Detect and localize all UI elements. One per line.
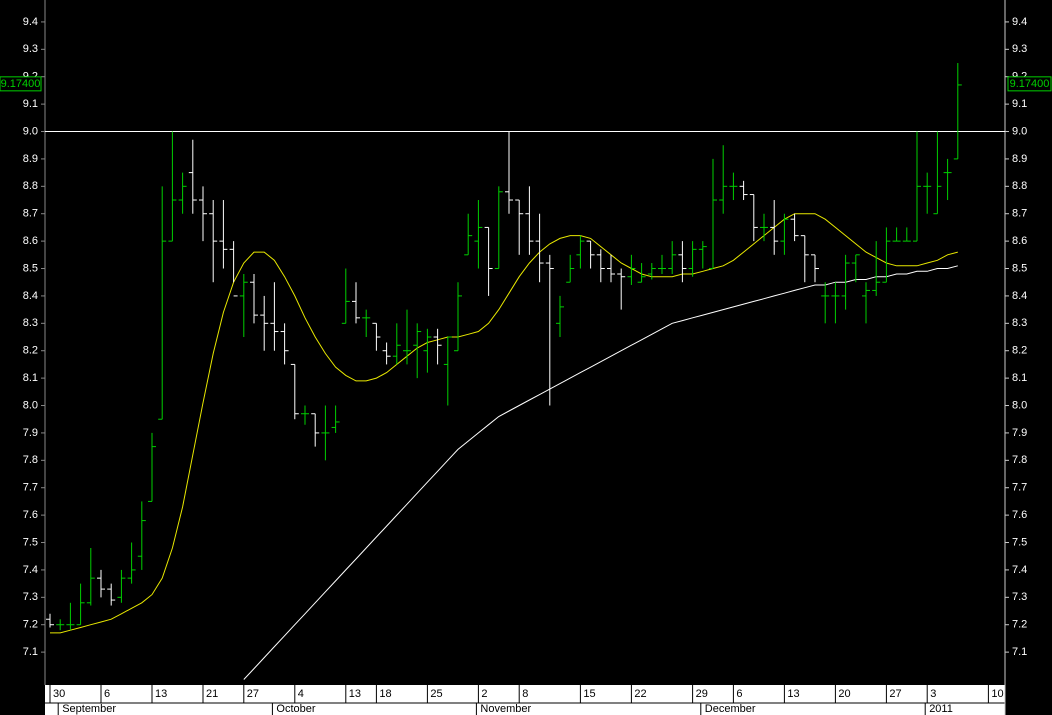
month-label: October — [276, 703, 315, 715]
y-tick-label-right: 7.7 — [1012, 482, 1027, 494]
moving-average-line — [243, 265, 958, 680]
x-tick-label: 20 — [838, 688, 850, 700]
y-tick-label-right: 8.3 — [1012, 317, 1027, 329]
x-tick-label: 22 — [634, 688, 646, 700]
y-tick-label-right: 8.5 — [1012, 262, 1027, 274]
x-tick-label: 27 — [247, 688, 259, 700]
y-tick-label: 9.3 — [23, 43, 38, 55]
month-label: 2011 — [929, 703, 953, 715]
month-label: December — [705, 703, 756, 715]
y-tick-label: 8.0 — [23, 399, 38, 411]
x-tick-label: 6 — [736, 688, 742, 700]
x-tick-label: 13 — [349, 688, 361, 700]
x-tick-label: 15 — [583, 688, 595, 700]
y-tick-label-right: 7.9 — [1012, 427, 1027, 439]
month-label: September — [62, 703, 116, 715]
y-tick-label-right: 9.4 — [1012, 16, 1027, 28]
y-tick-label-right: 9.1 — [1012, 98, 1027, 110]
month-label: November — [480, 703, 531, 715]
y-tick-label: 7.6 — [23, 509, 38, 521]
x-tick-label: 21 — [206, 688, 218, 700]
last-price-label: 9.17400 — [1, 78, 41, 90]
y-tick-label: 8.2 — [23, 345, 38, 357]
y-tick-label: 9.4 — [23, 16, 38, 28]
y-tick-label: 7.4 — [23, 564, 38, 576]
y-tick-label-right: 7.2 — [1012, 619, 1027, 631]
y-tick-label: 7.9 — [23, 427, 38, 439]
x-axis-band — [45, 685, 1005, 715]
y-tick-label-right: 8.1 — [1012, 372, 1027, 384]
y-tick-label-right: 7.8 — [1012, 454, 1027, 466]
y-tick-label-right: 8.0 — [1012, 399, 1027, 411]
y-tick-label: 7.8 — [23, 454, 38, 466]
x-tick-label: 10 — [991, 688, 1003, 700]
x-tick-label: 13 — [155, 688, 167, 700]
y-tick-label: 8.5 — [23, 262, 38, 274]
y-tick-label: 7.1 — [23, 646, 38, 658]
y-tick-label: 7.2 — [23, 619, 38, 631]
y-tick-label: 9.0 — [23, 125, 38, 137]
y-tick-label: 7.5 — [23, 536, 38, 548]
moving-average-line — [50, 213, 958, 634]
x-tick-label: 13 — [787, 688, 799, 700]
x-tick-label: 6 — [104, 688, 110, 700]
x-tick-label: 8 — [522, 688, 528, 700]
y-tick-label-right: 7.6 — [1012, 509, 1027, 521]
y-tick-label-right: 8.4 — [1012, 290, 1027, 302]
y-tick-label-right: 9.3 — [1012, 43, 1027, 55]
y-tick-label: 8.4 — [23, 290, 38, 302]
y-tick-label: 7.3 — [23, 591, 38, 603]
y-tick-label: 8.6 — [23, 235, 38, 247]
x-tick-label: 27 — [889, 688, 901, 700]
y-tick-label: 8.9 — [23, 153, 38, 165]
y-tick-label-right: 8.6 — [1012, 235, 1027, 247]
x-tick-label: 18 — [379, 688, 391, 700]
y-tick-label: 8.8 — [23, 180, 38, 192]
y-tick-label-right: 8.7 — [1012, 208, 1027, 220]
y-tick-label-right: 7.5 — [1012, 536, 1027, 548]
x-tick-label: 30 — [53, 688, 65, 700]
y-tick-label: 9.1 — [23, 98, 38, 110]
y-tick-label-right: 7.1 — [1012, 646, 1027, 658]
x-tick-label: 2 — [481, 688, 487, 700]
x-tick-label: 29 — [696, 688, 708, 700]
x-tick-label: 4 — [298, 688, 304, 700]
y-tick-label-right: 9.0 — [1012, 125, 1027, 137]
y-tick-label-right: 7.4 — [1012, 564, 1027, 576]
last-price-label: 9.17400 — [1010, 78, 1050, 90]
x-tick-label: 3 — [930, 688, 936, 700]
x-tick-label: 25 — [430, 688, 442, 700]
y-tick-label: 8.1 — [23, 372, 38, 384]
y-tick-label: 8.3 — [23, 317, 38, 329]
last-price-box — [1007, 76, 1052, 92]
y-tick-label: 7.7 — [23, 482, 38, 494]
y-tick-label-right: 8.9 — [1012, 153, 1027, 165]
y-tick-label: 8.7 — [23, 208, 38, 220]
y-tick-label-right: 8.8 — [1012, 180, 1027, 192]
last-price-box — [0, 76, 42, 92]
y-tick-label-right: 8.2 — [1012, 345, 1027, 357]
y-tick-label-right: 7.3 — [1012, 591, 1027, 603]
